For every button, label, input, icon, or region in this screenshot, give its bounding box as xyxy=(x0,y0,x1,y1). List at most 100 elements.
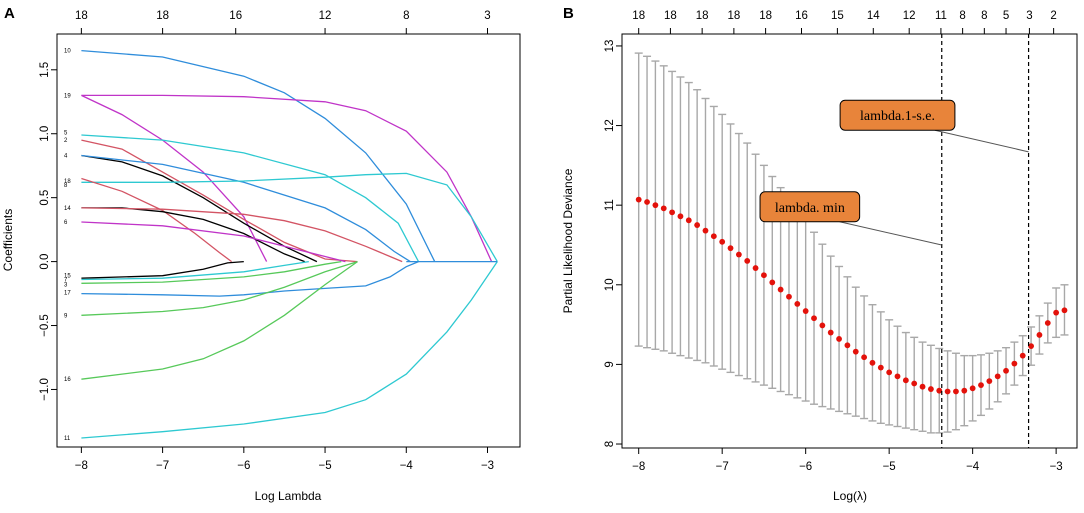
panel-b-x-tick-label: −3 xyxy=(1050,461,1063,473)
panel-a-y-axis-title: Coefficients xyxy=(1,209,15,271)
deviance-point xyxy=(652,202,659,209)
deviance-point xyxy=(761,272,767,279)
path-label: 14 xyxy=(64,206,71,212)
panel-a-x-tick-label: −3 xyxy=(481,460,494,472)
deviance-point xyxy=(677,213,684,220)
panel-a-y-tick-label: 0.5 xyxy=(39,190,51,206)
deviance-point xyxy=(944,388,951,395)
panel-b-top-tick-label: 8 xyxy=(959,10,965,22)
panel-b-top-tick-label: 18 xyxy=(696,10,709,22)
coefficient-path-2 xyxy=(81,139,358,263)
panel-b-letter: B xyxy=(563,5,574,22)
deviance-point xyxy=(978,382,984,389)
panel-b-top-tick-label: 11 xyxy=(935,10,947,22)
panel-b-top-axis: 18 18 18 18 18 16 15 14 12 11 8 8 5 3 2 xyxy=(632,10,1057,34)
coefficient-path-10 xyxy=(81,49,436,262)
deviance-point xyxy=(777,286,784,293)
panel-a-top-tick-label: 8 xyxy=(403,10,409,22)
panel-a-x-tick-label: −8 xyxy=(75,460,88,472)
deviance-point xyxy=(869,359,876,366)
deviance-point xyxy=(702,227,709,234)
deviance-point xyxy=(752,265,759,271)
panel-b-annotations: lambda. min lambda.1-s.e. xyxy=(759,99,1029,246)
panel-a-top-tick-label: 12 xyxy=(319,10,332,22)
panel-b-top-tick-label: 18 xyxy=(664,10,677,22)
annotation-leader xyxy=(839,221,942,246)
panel-a-top-axis: 18 18 16 12 8 3 xyxy=(75,10,491,34)
coefficient-path-9 xyxy=(81,260,358,316)
deviance-point xyxy=(827,329,834,336)
panel-b-top-tick-label: 8 xyxy=(981,10,987,22)
panel-b-top-tick-label: 12 xyxy=(903,10,916,22)
path-label: 7 xyxy=(64,277,68,283)
panel-b-top-tick-label: 18 xyxy=(632,10,645,22)
path-label: 15 xyxy=(64,274,71,280)
panel-a-top-tick-label: 3 xyxy=(484,10,490,22)
path-label: 4 xyxy=(64,153,68,159)
deviance-point xyxy=(685,217,692,224)
panel-a-y-tick-label: 0.0 xyxy=(39,254,51,270)
panel-b-points xyxy=(635,196,1068,395)
coefficient-path-3 xyxy=(81,260,342,284)
coefficient-path-8 xyxy=(81,177,232,263)
deviance-point xyxy=(919,383,926,390)
panel-b-plot-frame xyxy=(621,33,1078,449)
coefficient-path-6 xyxy=(81,221,346,263)
coefficient-path-18 xyxy=(81,172,498,262)
deviance-point xyxy=(911,380,918,387)
deviance-point xyxy=(710,233,717,240)
panel-a-y-tick-label: −0.5 xyxy=(39,314,51,337)
panel-a-y-axis: −1.0 −0.5 0.0 0.5 1.0 1.5 xyxy=(39,62,57,401)
panel-b-top-tick-label: 15 xyxy=(831,10,844,22)
deviance-point xyxy=(836,336,842,342)
deviance-point xyxy=(986,378,993,385)
coefficient-path-7 xyxy=(81,260,309,281)
panel-b-y-axis-title: Partial Likelihood Deviance xyxy=(561,168,575,313)
panel-a-x-tick-label: −6 xyxy=(237,460,250,472)
deviance-point xyxy=(927,386,934,392)
path-label: 8 xyxy=(64,183,68,189)
deviance-point xyxy=(936,387,943,394)
path-label: 5 xyxy=(64,130,68,136)
panel-a-top-tick-label: 16 xyxy=(229,10,242,22)
path-label: 16 xyxy=(64,377,71,383)
panel-b-y-tick-label: 13 xyxy=(604,40,616,53)
deviance-point xyxy=(861,354,868,361)
panel-a-series-group xyxy=(81,49,498,439)
panel-b-top-tick-label: 18 xyxy=(727,10,740,22)
deviance-point xyxy=(844,342,851,349)
deviance-point xyxy=(1044,320,1051,326)
deviance-point xyxy=(786,293,792,300)
deviance-point xyxy=(1061,307,1068,314)
panel-a-top-tick-label: 18 xyxy=(156,10,169,22)
panel-b-top-tick-label: 18 xyxy=(759,10,772,22)
panel-b-x-axis-title: Log(λ) xyxy=(833,489,867,503)
deviance-point xyxy=(877,364,884,371)
panel-b-y-tick-label: 12 xyxy=(604,119,616,132)
coefficient-path-17 xyxy=(81,261,419,297)
panel-b-x-tick-label: −8 xyxy=(632,461,645,473)
path-label: 18 xyxy=(64,179,71,185)
deviance-point xyxy=(902,377,909,384)
coefficient-path-4b xyxy=(81,154,411,263)
coefficient-path-11 xyxy=(81,261,498,439)
annotation-box xyxy=(759,191,861,223)
annotation-label: lambda. min xyxy=(775,201,845,216)
deviance-point xyxy=(669,209,675,216)
coefficient-path-5 xyxy=(81,134,420,262)
annotation-leader xyxy=(934,129,1029,153)
panel-a-x-tick-label: −7 xyxy=(156,460,169,472)
panel-b-y-tick-label: 9 xyxy=(604,361,616,367)
deviance-point xyxy=(819,322,826,329)
coefficient-path-15 xyxy=(81,260,244,279)
deviance-point xyxy=(1053,309,1060,316)
panel-b-y-axis: 8 9 10 11 12 13 xyxy=(604,40,622,447)
path-label: 19 xyxy=(64,93,71,99)
deviance-point xyxy=(1028,343,1034,349)
deviance-point xyxy=(994,373,1001,380)
deviance-point xyxy=(794,300,801,307)
panel-a-y-tick-label: −1.0 xyxy=(39,378,51,401)
path-label: 11 xyxy=(64,436,71,442)
